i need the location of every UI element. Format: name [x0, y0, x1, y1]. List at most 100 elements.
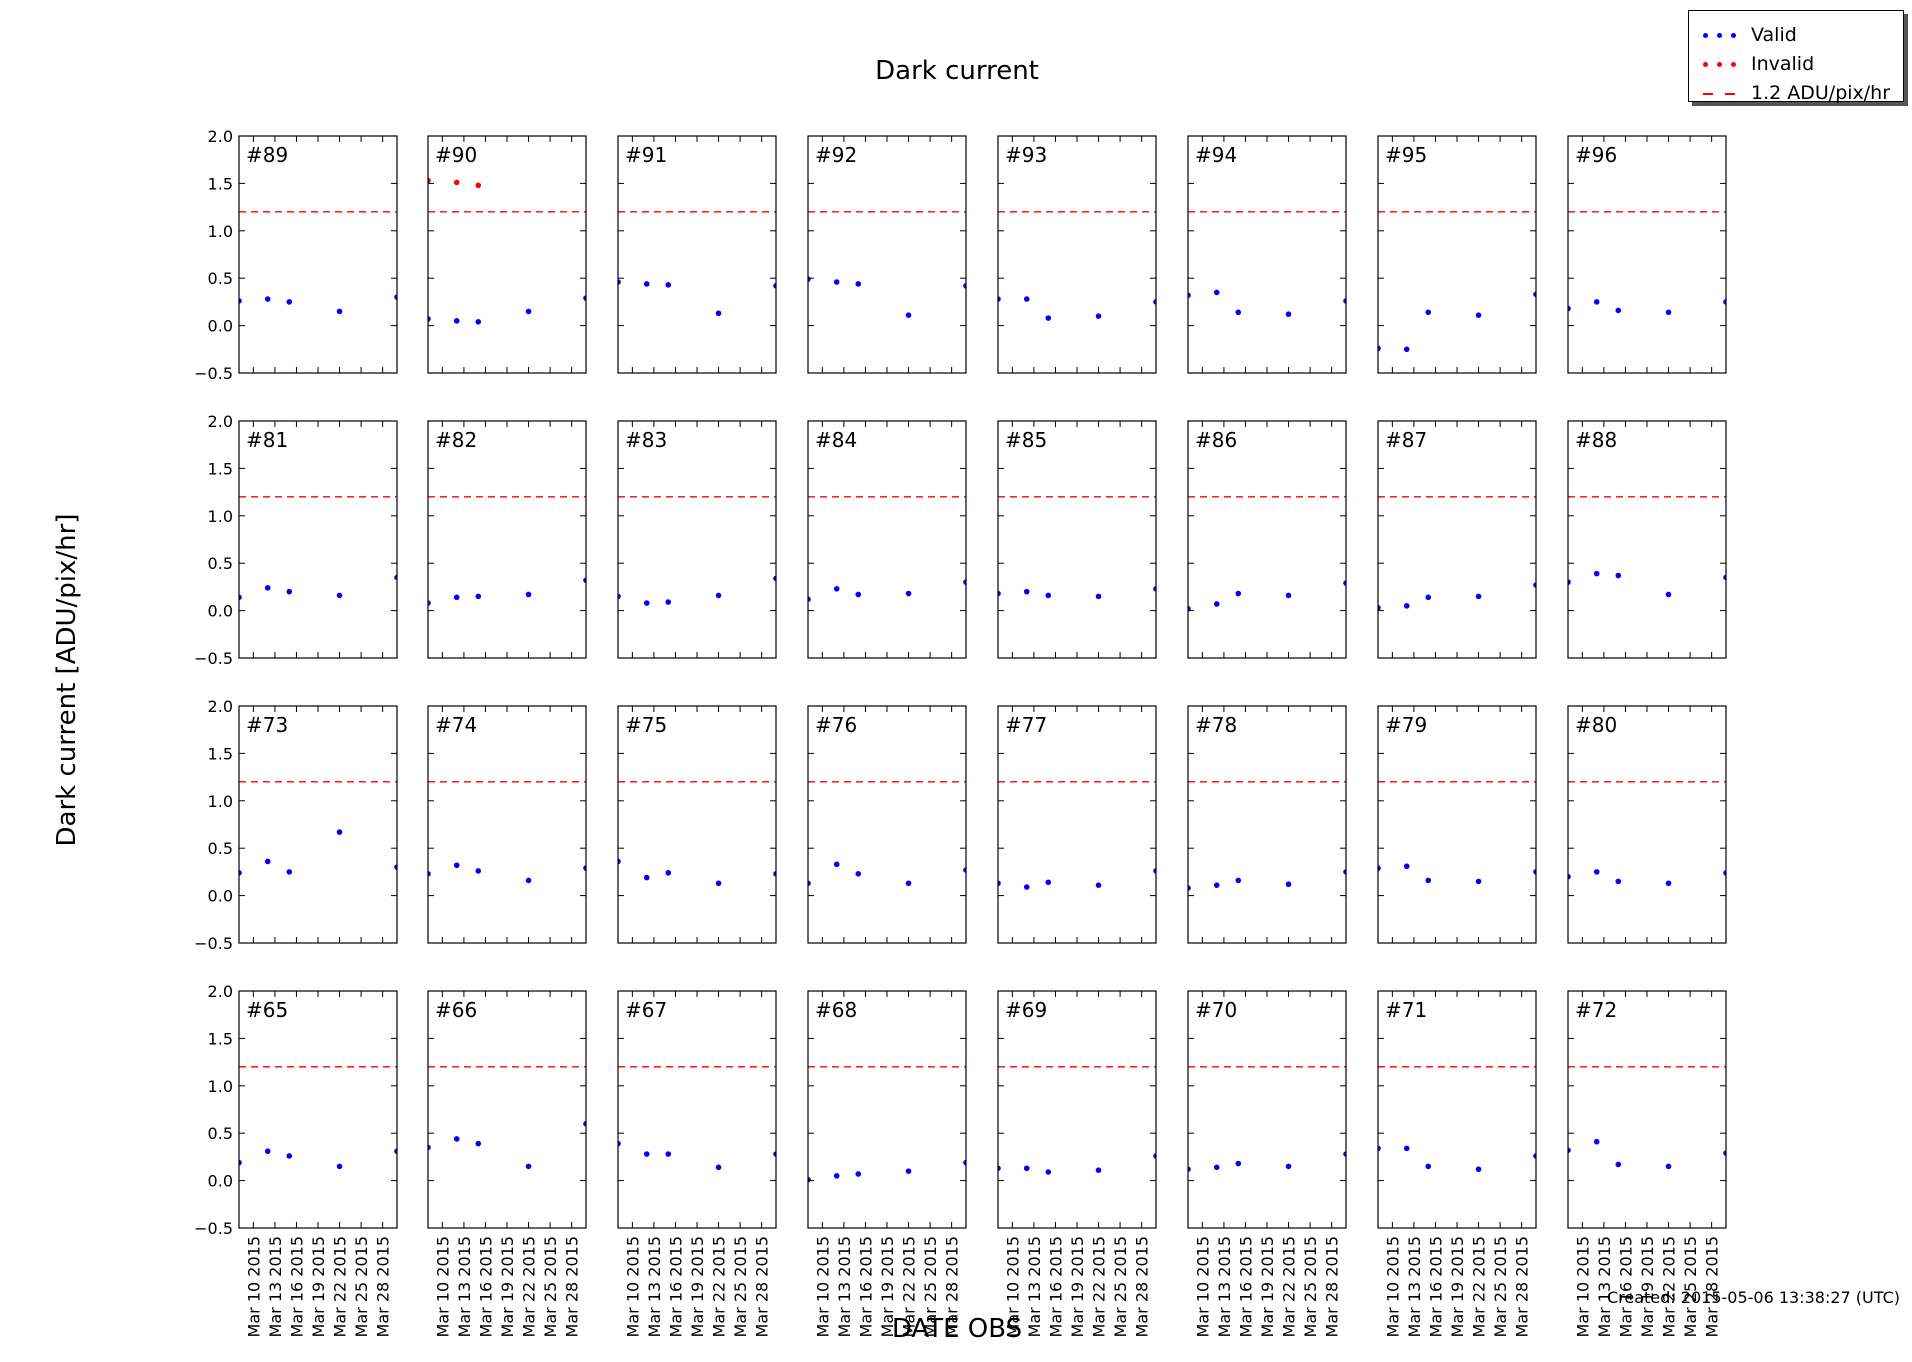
- x-tick-label: Mar 19 2015: [1638, 1236, 1657, 1337]
- valid-point: [475, 1140, 482, 1147]
- x-tick-label: Mar 25 2015: [1111, 1236, 1130, 1337]
- valid-point: [1235, 1160, 1242, 1167]
- data-points: [1568, 299, 1726, 316]
- panel-frame: [1187, 990, 1347, 1229]
- panel-frame: [238, 135, 398, 374]
- x-tick-label: Mar 19 2015: [1258, 1236, 1277, 1337]
- data-points: [239, 829, 397, 876]
- x-tick-label: Mar 13 2015: [835, 1236, 854, 1337]
- valid-point: [833, 861, 840, 868]
- valid-point: [475, 319, 482, 325]
- panel-frame: [807, 420, 967, 659]
- valid-point: [394, 864, 397, 870]
- y-tick-label: 1.5: [208, 1029, 233, 1048]
- x-tick-label: Mar 19 2015: [878, 1236, 897, 1337]
- panel-95: #95: [1377, 135, 1537, 374]
- valid-point: [583, 1120, 586, 1127]
- panel-label: #94: [1195, 143, 1237, 167]
- valid-point: [428, 1144, 431, 1151]
- valid-point: [1213, 882, 1220, 888]
- x-tick-label: Mar 25 2015: [921, 1236, 940, 1337]
- valid-point: [833, 279, 840, 285]
- panel-81: #81 2.0 1.5 1.0 0.5 0.0 −0.5: [194, 412, 398, 668]
- x-tick-label: Mar 25 2015: [731, 1236, 750, 1337]
- x-tick-label: Mar 22 2015: [520, 1236, 539, 1337]
- valid-point: [643, 281, 650, 287]
- panel-87: #87: [1377, 420, 1537, 659]
- panel-label: #68: [815, 998, 857, 1022]
- data-points: [998, 1153, 1156, 1175]
- panel-label: #66: [435, 998, 477, 1022]
- panel-label: #67: [625, 998, 667, 1022]
- valid-point: [963, 579, 966, 585]
- valid-point: [1568, 1147, 1571, 1154]
- valid-point: [1213, 289, 1220, 296]
- valid-point: [1723, 299, 1726, 305]
- valid-point: [1378, 1145, 1381, 1152]
- x-tick-label: Mar 16 2015: [1046, 1236, 1065, 1337]
- panel-82: #82: [427, 420, 587, 659]
- valid-point: [1665, 309, 1672, 316]
- x-tick-label: Mar 16 2015: [1236, 1236, 1255, 1337]
- valid-point: [1045, 315, 1052, 321]
- x-tick-label: Mar 22 2015: [900, 1236, 919, 1337]
- panel-label: #70: [1195, 998, 1237, 1022]
- valid-point: [1378, 865, 1381, 871]
- valid-point: [715, 880, 722, 887]
- panel-65: #65 2.0 1.5 1.0 0.5 0.0 −0.5 Mar 10 2015 Mar 13 …: [194, 982, 398, 1337]
- panel-frame: [1567, 705, 1727, 944]
- valid-point: [1568, 579, 1571, 585]
- y-axis-label: Dark current [ADU/pix/hr]: [52, 514, 82, 847]
- panel-label: #73: [246, 713, 288, 737]
- valid-point: [1593, 299, 1600, 305]
- valid-point: [1285, 311, 1292, 318]
- x-tick-label: Mar 25 2015: [1681, 1236, 1700, 1337]
- valid-point: [525, 308, 532, 315]
- valid-point: [1425, 594, 1432, 601]
- valid-point: [998, 1165, 1001, 1172]
- valid-point: [1665, 1163, 1672, 1170]
- data-points: [1188, 1151, 1346, 1173]
- valid-point: [1568, 305, 1571, 312]
- panel-96: #96: [1567, 135, 1727, 374]
- data-points: [428, 577, 586, 606]
- x-tick-label: Mar 22 2015: [1280, 1236, 1299, 1337]
- valid-point: [453, 318, 460, 324]
- panel-label: #83: [625, 428, 667, 452]
- panel-frame: [1377, 135, 1537, 374]
- panel-frame: [617, 990, 777, 1229]
- x-tick-label: Mar 19 2015: [1068, 1236, 1087, 1337]
- y-tick-label: 0.5: [208, 839, 233, 858]
- panel-label: #69: [1005, 998, 1047, 1022]
- panel-label: #84: [815, 428, 857, 452]
- panel-frame: [617, 705, 777, 944]
- y-tick-label: 0.0: [208, 887, 233, 906]
- legend-label: Valid: [1751, 24, 1797, 46]
- valid-point: [1475, 593, 1482, 600]
- panel-label: #85: [1005, 428, 1047, 452]
- valid-point: [336, 1163, 343, 1170]
- y-tick-label: 0.5: [208, 1124, 233, 1143]
- x-tick-label: Mar 25 2015: [541, 1236, 560, 1337]
- valid-point: [1153, 585, 1156, 592]
- data-points: [998, 585, 1156, 600]
- y-tick-label: −0.5: [194, 649, 233, 668]
- x-tick-label: Mar 13 2015: [1595, 1236, 1614, 1337]
- x-tick-label: Mar 25 2015: [1491, 1236, 1510, 1337]
- valid-point: [643, 1151, 650, 1157]
- panel-label: #72: [1575, 998, 1617, 1022]
- legend-invalid-marker: [1699, 60, 1741, 70]
- data-points: [618, 858, 776, 887]
- valid-point: [1188, 1166, 1191, 1173]
- panel-label: #77: [1005, 713, 1047, 737]
- valid-point: [833, 1173, 840, 1179]
- valid-point: [1403, 346, 1410, 353]
- x-tick-label: Mar 22 2015: [710, 1236, 729, 1337]
- valid-point: [394, 294, 397, 300]
- valid-point: [715, 592, 722, 599]
- valid-point: [1665, 591, 1672, 598]
- y-tick-label: 1.0: [208, 792, 233, 811]
- x-tick-label: Mar 16 2015: [856, 1236, 875, 1337]
